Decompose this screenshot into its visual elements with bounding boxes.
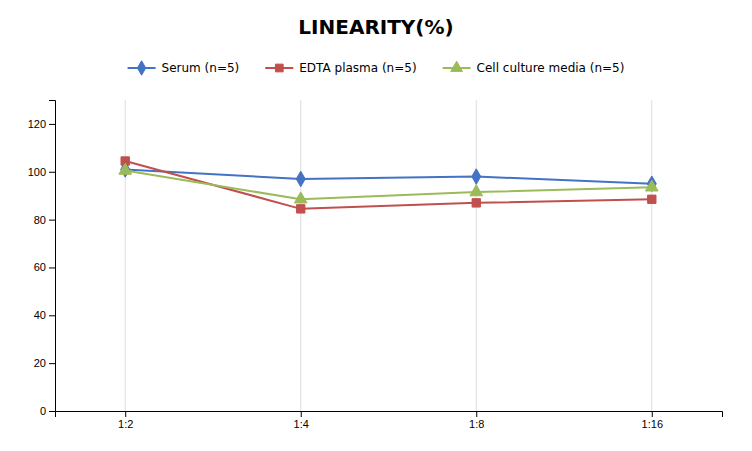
y-tick: 60 [34, 261, 55, 273]
line [125, 171, 652, 200]
y-tick: 80 [34, 214, 55, 226]
y-tick-label: 40 [34, 309, 46, 321]
y-tick: 120 [28, 118, 55, 130]
line [125, 161, 652, 209]
y-tick-label: 120 [28, 118, 46, 130]
y-axis-line [49, 101, 56, 412]
x-tick-mark [476, 411, 477, 417]
x-tick: 1:2 [118, 411, 133, 430]
x-tick-label: 1:16 [642, 418, 663, 430]
point [472, 199, 480, 207]
x-tick-mark [652, 411, 653, 417]
x-tick-mark [125, 411, 126, 417]
legend-marker [137, 61, 145, 75]
x-tick-label: 1:8 [469, 418, 484, 430]
grid-line [125, 100, 126, 411]
grid-line [300, 100, 301, 411]
title: LINEARITY(%) [298, 15, 453, 39]
plot: 1:2 1:4 1:8 1:16 0 20 40 60 80 100 120 [28, 100, 723, 430]
y-axis: 0 20 40 60 80 100 120 [28, 101, 56, 418]
legend-marker [451, 61, 463, 71]
y-tick-mark [49, 220, 55, 221]
point [472, 169, 481, 185]
point [297, 205, 305, 213]
y-tick-label: 100 [28, 166, 46, 178]
series [121, 157, 656, 213]
point [294, 192, 307, 203]
legend-label: EDTA plasma (n=5) [299, 61, 416, 75]
x-axis-line [56, 412, 723, 418]
y-tick-mark [49, 411, 55, 412]
legend: Serum (n=5) EDTA plasma (n=5) Cell culture… [128, 61, 625, 75]
x-tick: 1:4 [294, 411, 309, 430]
x-tick-mark [301, 411, 302, 417]
marks [119, 157, 658, 213]
point [645, 180, 658, 191]
grid [125, 100, 652, 411]
point [470, 185, 483, 196]
y-tick-label: 0 [40, 405, 46, 417]
point [119, 163, 132, 174]
y-tick-label: 60 [34, 261, 46, 273]
y-tick: 40 [34, 309, 55, 321]
y-tick-mark [49, 363, 55, 364]
x-tick-label: 1:4 [294, 418, 309, 430]
y-tick-mark [49, 124, 55, 125]
chart: LINEARITY(%) 1:2 1:4 1:8 1:16 0 20 40 60 80 100 120… [0, 0, 752, 451]
grid-line [476, 100, 477, 411]
point [296, 171, 305, 187]
y-tick: 100 [28, 166, 55, 178]
legend-item: EDTA plasma (n=5) [265, 61, 416, 75]
legend-item: Serum (n=5) [128, 61, 240, 75]
y-tick: 0 [40, 405, 55, 417]
legend-label: Serum (n=5) [162, 61, 240, 75]
x-axis: 1:2 1:4 1:8 1:16 [56, 411, 723, 430]
grid-line [651, 100, 652, 411]
series [119, 163, 658, 203]
legend-marker [275, 64, 283, 72]
point [648, 195, 656, 203]
x-tick: 1:8 [469, 411, 484, 430]
legend-label: Cell culture media (n=5) [477, 61, 625, 75]
y-tick-mark [49, 172, 55, 173]
x-tick-label: 1:2 [118, 418, 133, 430]
series [121, 162, 657, 192]
y-tick-mark [49, 267, 55, 268]
y-tick-label: 20 [34, 357, 46, 369]
y-tick-label: 80 [34, 214, 46, 226]
y-tick-mark [49, 315, 55, 316]
x-tick: 1:16 [642, 411, 663, 430]
legend-item: Cell culture media (n=5) [443, 61, 625, 75]
y-tick: 20 [34, 357, 55, 369]
